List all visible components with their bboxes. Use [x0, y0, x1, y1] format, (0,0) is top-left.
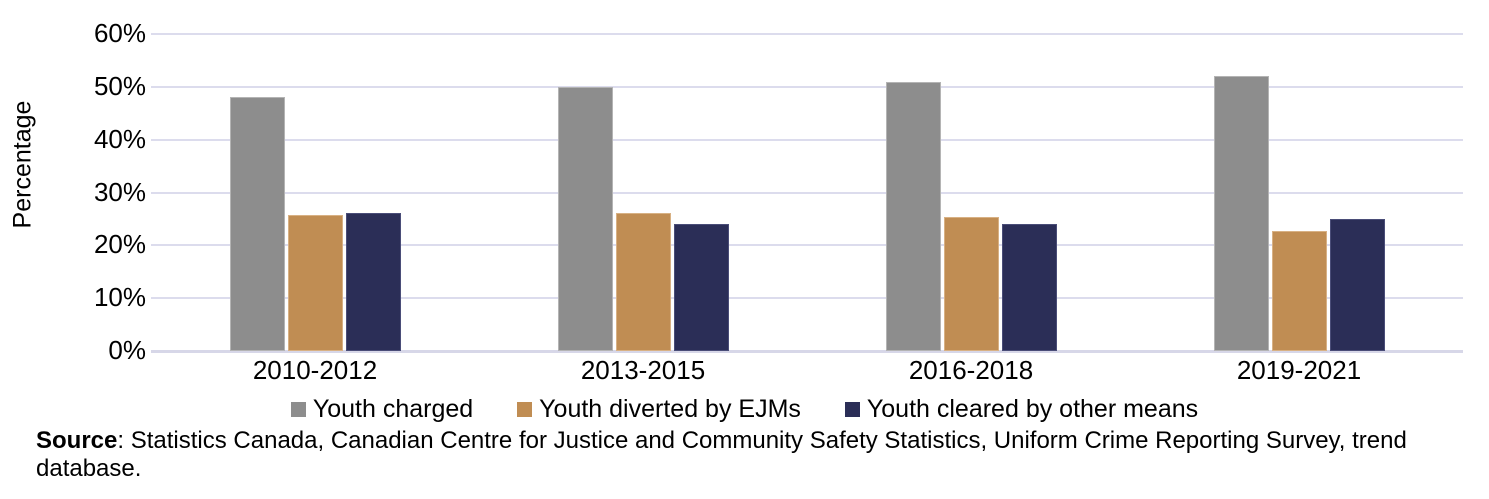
- bars: 52%23%25%: [1135, 0, 1463, 351]
- legend-item[interactable]: Youth diverted by EJMs: [517, 396, 801, 422]
- x-axis-tick-labels: 2010-2012 2013-2015 2016-2018 2019-2021: [151, 355, 1463, 386]
- y-tick-label: 50%: [93, 70, 146, 101]
- bar-slot: 26%: [286, 0, 344, 351]
- y-axis-tick-labels: 60% 50% 40% 30% 20% 10% 0%: [58, 0, 146, 395]
- bar-groups: 48%26%26%50%26%24%51%25%24%52%23%25%: [151, 0, 1463, 351]
- x-tick-label: 2016-2018: [908, 355, 1034, 385]
- bar[interactable]: 26%: [615, 212, 671, 351]
- source-note: Source: Statistics Canada, Canadian Cent…: [36, 427, 1456, 483]
- bar[interactable]: 52%: [1213, 76, 1269, 351]
- chart-legend: Youth charged Youth diverted by EJMs Youth…: [0, 396, 1489, 422]
- source-separator: :: [117, 427, 131, 454]
- bar-slot: 23%: [1270, 0, 1328, 351]
- legend-label: Youth cleared by other means: [866, 395, 1199, 423]
- bar[interactable]: 26%: [345, 212, 401, 351]
- bar[interactable]: 24%: [673, 223, 729, 351]
- bar-slot: 50%: [556, 0, 614, 351]
- legend-item[interactable]: Youth cleared by other means: [844, 395, 1199, 423]
- bar[interactable]: 26%: [287, 215, 343, 351]
- bar-slot: 25%: [1328, 0, 1386, 351]
- gridline: [151, 138, 1463, 141]
- bar-slot: 25%: [942, 0, 1000, 351]
- y-tick-label: 10%: [93, 282, 146, 313]
- legend-label: Youth charged: [312, 395, 474, 423]
- bar[interactable]: 23%: [1271, 230, 1327, 351]
- legend-swatch-icon: [290, 401, 306, 417]
- source-label: Source: [36, 427, 118, 454]
- bar[interactable]: 25%: [1329, 219, 1385, 351]
- y-tick-label: 30%: [93, 176, 146, 207]
- gridline: [151, 244, 1463, 247]
- legend-label: Youth diverted by EJMs: [539, 395, 801, 423]
- bar-slot: 52%: [1212, 0, 1270, 351]
- gridline: [151, 350, 1463, 353]
- bar-group: 50%26%24%: [479, 0, 807, 351]
- bar[interactable]: 50%: [557, 86, 613, 351]
- bar[interactable]: 24%: [1001, 223, 1057, 351]
- bar[interactable]: 51%: [885, 81, 941, 351]
- bar-slot: 48%: [228, 0, 286, 351]
- gridline: [151, 85, 1463, 88]
- legend-swatch-icon: [844, 401, 860, 417]
- legend-swatch-icon: [517, 401, 533, 417]
- source-text: Statistics Canada, Canadian Centre for J…: [36, 427, 1407, 482]
- gridline: [151, 191, 1463, 194]
- bar-slot: 51%: [884, 0, 942, 351]
- bar-group: 51%25%24%: [807, 0, 1135, 351]
- y-axis-title: Percentage: [8, 100, 37, 229]
- bars: 48%26%26%: [151, 0, 479, 351]
- legend-item[interactable]: Youth charged: [290, 395, 474, 423]
- gridline: [151, 33, 1463, 35]
- x-tick-label: 2013-2015: [580, 355, 706, 385]
- bar-slot: 26%: [344, 0, 402, 351]
- bar-group: 52%23%25%: [1135, 0, 1463, 351]
- y-tick-label: 60%: [93, 18, 146, 48]
- bar-group: 48%26%26%: [151, 0, 479, 351]
- bar-chart: Percentage 60%50%40%30%20%10%0% 48%26%26…: [8, 0, 1463, 395]
- x-tick-label: 2010-2012: [252, 355, 378, 385]
- y-tick-label: 20%: [93, 229, 146, 260]
- y-tick-label: 0%: [108, 335, 146, 365]
- bars: 50%26%24%: [479, 0, 807, 351]
- bars: 51%25%24%: [807, 0, 1135, 351]
- bar-slot: 24%: [672, 0, 730, 351]
- x-tick-label: 2019-2021: [1236, 355, 1362, 385]
- bar-slot: 26%: [614, 0, 672, 351]
- bar-slot: 24%: [1000, 0, 1058, 351]
- y-tick-label: 40%: [93, 123, 146, 154]
- bar[interactable]: 48%: [229, 97, 285, 351]
- gridline: [151, 297, 1463, 300]
- bar[interactable]: 25%: [943, 217, 999, 351]
- plot-area: 48%26%26%50%26%24%51%25%24%52%23%25%: [151, 0, 1463, 395]
